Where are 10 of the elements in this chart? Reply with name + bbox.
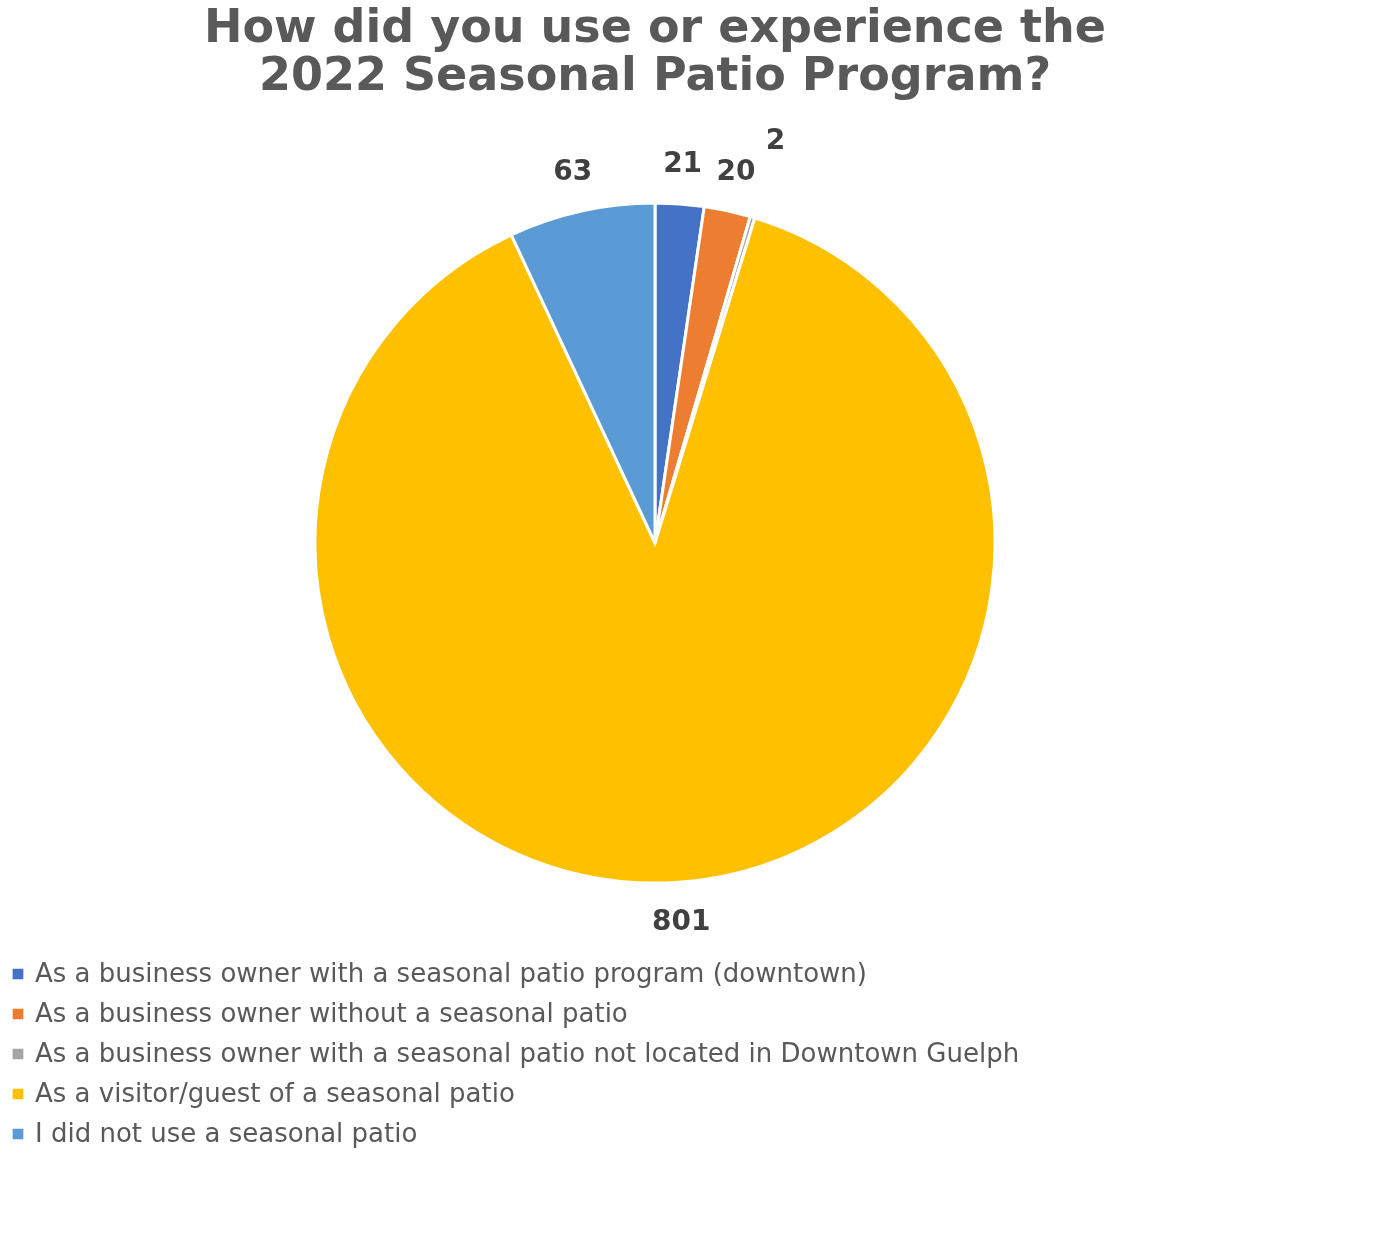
- legend-label: As a business owner without a seasonal patio: [35, 998, 628, 1028]
- legend-label: As a visitor/guest of a seasonal patio: [35, 1078, 515, 1108]
- data-label: 801: [652, 904, 711, 938]
- data-label: 2: [765, 122, 786, 156]
- data-label: 20: [716, 153, 756, 187]
- data-label: 63: [553, 154, 593, 188]
- legend-label: As a business owner with a seasonal patio program (downtown): [35, 958, 867, 988]
- legend-label: As a business owner with a seasonal patio not located in Downtown Guelph: [35, 1038, 1020, 1068]
- legend-label: I did not use a seasonal patio: [35, 1118, 418, 1148]
- data-label: 21: [663, 146, 703, 179]
